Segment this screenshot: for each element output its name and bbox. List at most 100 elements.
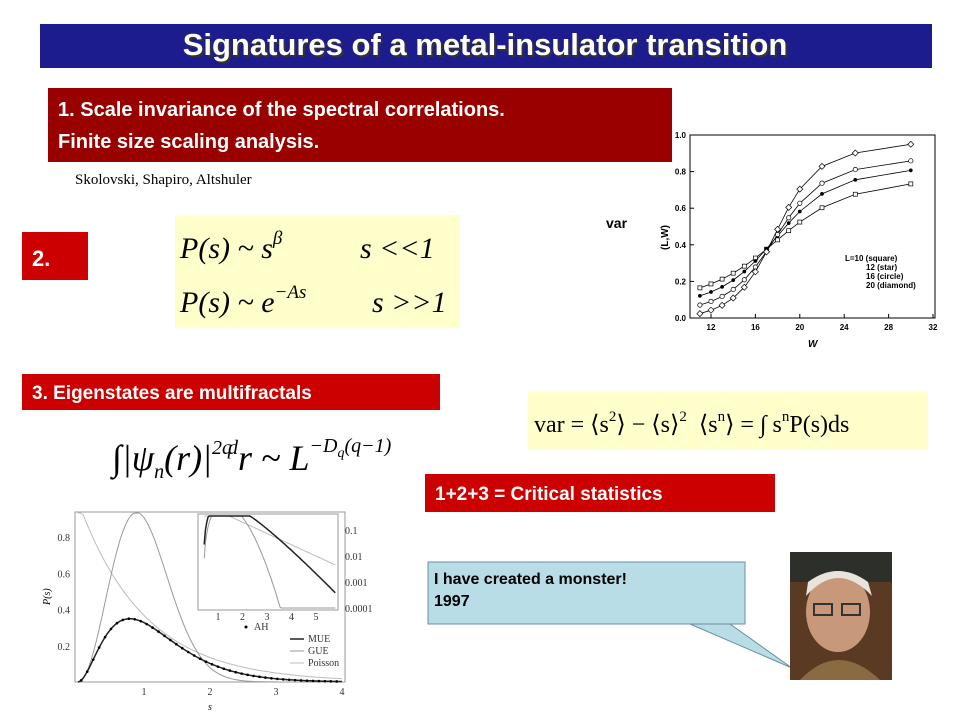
formula-sub: q [337,446,344,461]
legend-entry: 12 (star) [866,263,897,272]
marker [819,205,825,211]
marker [908,181,914,187]
variance-box [528,392,928,450]
x-axis-label: s [208,702,212,713]
ah-point [276,677,279,681]
ah-point [186,650,190,654]
marker [708,298,714,305]
callout-line: I have created a monster! [434,571,627,588]
marker [707,306,715,314]
formula-sub: n [154,461,164,483]
formula-part: P(s) ~ s [179,232,273,265]
marker [785,203,793,211]
plot-frame [689,134,936,319]
marker [730,270,736,276]
legend-entry: AH [254,622,268,633]
ah-point [175,642,178,646]
marker [730,286,736,293]
formula-part: r ~ L [238,438,310,478]
formula: P(s) ~ e−As s >>1 [179,282,447,319]
inset-y-tick-label: 0.1 [345,526,358,537]
ah-point [329,680,333,683]
y-tick-label: 0.8 [675,168,687,177]
y-tick-label: 0.6 [675,204,687,213]
ah-point [299,679,303,682]
marker [774,225,782,233]
ah-point [204,660,208,663]
marker [820,192,824,196]
ah-point [133,617,137,621]
callout [427,561,746,625]
var-plot: var (L,W) W 0.0 0.2 0.4 0.6 0.8 1.0 12 16 20 24 28… [606,131,938,350]
multifractal-formula: ∫|ψn(r)|2qdr ~ L−Dq(q−1) [110,435,392,483]
box-1-line: 1. Scale invariance of the spectral corr… [58,99,505,121]
inset-x-tick-label: 3 [265,612,270,623]
x-tick-label: 20 [795,323,804,332]
box-1-line: Finite size scaling analysis. [58,131,319,153]
formula-part: (r)| [164,438,212,478]
x-tick-label: 1 [142,687,147,698]
marker [753,259,758,263]
gue-curve [77,512,342,683]
plot-frame [74,511,346,683]
marker [775,237,780,243]
marker [719,293,725,300]
y-tick-label: 1.0 [675,131,687,140]
x-tick-label: 24 [840,323,849,332]
inset-x-tick-label: 5 [314,612,319,623]
ah-point [222,667,226,671]
glasses [841,603,861,616]
inset-frame [197,513,339,611]
y-tick-label: 0.4 [675,241,687,250]
ps-plot: P(s) s 0.2 0.4 0.6 0.8 1 2 3 4 0.1 0.01 0.001 0.000… [42,511,373,713]
marker [729,294,737,302]
x-tick-label: 3 [274,687,279,698]
legend-entry: GUE [308,646,329,657]
ah-point [311,679,315,683]
var-label: var [606,215,628,231]
y-tick-label: 0.6 [58,569,71,580]
marker [709,290,713,294]
formula-part: var = ⟨s [534,412,609,438]
legend-entry: 16 (circle) [866,272,904,281]
inset-x-tick-label: 4 [289,612,294,623]
box-2 [22,232,88,280]
summary: 1+2+3 = Critical statistics [435,484,663,505]
ah-point [252,674,255,678]
marker [851,149,859,157]
ah-point [198,657,202,661]
x-axis-label: W [808,339,819,350]
ah-point [80,679,83,682]
formula-exp: β [272,228,283,249]
formula-box [175,215,460,328]
portrait [790,552,892,680]
ah-point [192,654,196,657]
ah-point [335,680,339,683]
summary-box [425,474,775,512]
formula-part: P(s)ds [789,412,849,438]
y-tick-label: 0.0 [675,314,687,323]
inset-y-tick-label: 0.0001 [345,604,373,615]
formula-part: ⟩ − ⟨s⟩ [616,412,679,438]
marker [786,221,791,225]
marker [697,285,703,291]
legend-swatch [244,625,248,629]
ah-point [228,669,232,672]
inset-y-tick-label: 0.001 [345,578,368,589]
formula-exp: 2 [679,409,687,425]
ah-point [323,679,327,683]
marker [719,276,725,282]
citation: Skolovski, Shapiro, Altshuler [75,172,252,188]
inset-x-tick-label: 2 [240,612,245,623]
x-tick-label: 28 [884,323,893,332]
formula-cond: s <<1 [360,232,435,265]
ah-point [145,622,148,626]
ah-point [121,618,125,622]
ah-point [317,679,321,683]
poisson-curve [78,512,343,680]
formula-exp: −As [275,282,307,303]
ah-point [103,635,107,639]
legend-entry: Poisson [308,658,339,669]
title-shadow: Signatures of a metal-insulator transiti… [185,29,790,64]
x-tick-label: 4 [340,687,345,698]
